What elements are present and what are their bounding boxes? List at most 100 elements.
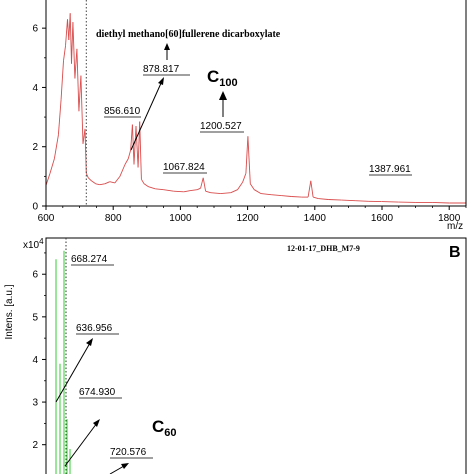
spectrum-segment xyxy=(183,190,191,193)
y-tick-label: 2 xyxy=(32,440,38,451)
spectrum-segment xyxy=(119,164,126,177)
spectrum-segment xyxy=(312,196,319,200)
spectrum-segment xyxy=(71,22,74,64)
x-tick-label: 600 xyxy=(38,213,55,224)
spectrum-segment xyxy=(60,60,64,100)
panel-a-title: diethyl methano[60]fullerene dicarboxyla… xyxy=(96,29,281,40)
peak-label-text: 1200.527 xyxy=(200,121,242,132)
spectrum-segment xyxy=(65,19,68,46)
spectrum-segment xyxy=(133,125,137,165)
panel-a-x-ticks: 600 800 1000 1200 1400 1600 1800 xyxy=(38,206,467,224)
spectrum-segment xyxy=(163,189,174,192)
spectrum-segment xyxy=(137,121,141,168)
y-tick-label: 5 xyxy=(32,312,38,323)
spectrum-segment xyxy=(245,136,249,174)
spectrum-segment xyxy=(80,75,84,144)
spectrum-segment xyxy=(381,201,399,203)
spectrum-segment xyxy=(237,182,243,190)
spectrum-segment xyxy=(49,158,55,174)
x-tick-label: 1000 xyxy=(169,213,192,224)
peak-label-636-956: 636.956 xyxy=(55,323,119,403)
panel-a-y-ticks: 0 2 4 6 xyxy=(32,24,46,213)
panel-b-frame xyxy=(45,237,467,474)
y-tick-label: 3 xyxy=(32,398,38,409)
spectrum-segment xyxy=(281,195,292,197)
panel-b-y-multiplier: x104 xyxy=(23,237,44,251)
spectrum-segment xyxy=(247,136,251,184)
x-tick-label: 800 xyxy=(105,213,122,224)
spectrum-segment xyxy=(109,181,116,184)
spectrum-segment xyxy=(271,194,282,197)
spectrum-segment xyxy=(205,190,211,194)
spectrum-segment xyxy=(91,180,96,185)
peak-label-text: 878.817 xyxy=(143,64,180,75)
spectrum-segment xyxy=(124,158,129,165)
c100-symbol: C xyxy=(207,67,219,86)
peak-label-text: 668.274 xyxy=(71,254,108,265)
y-tick-label: 6 xyxy=(32,270,38,281)
spectrum-segment xyxy=(307,180,312,198)
peak-label-leader xyxy=(55,342,91,403)
y-multiplier-exponent: 4 xyxy=(39,237,44,246)
spectrum-segment xyxy=(74,48,78,79)
spectrum-segment xyxy=(87,177,92,182)
spectrum-segment xyxy=(130,124,133,150)
peak-label-text: 856.610 xyxy=(104,106,141,117)
spectrum-segment xyxy=(202,177,207,192)
c100-annotation: C100 xyxy=(207,67,238,117)
spectrum-segment xyxy=(135,125,139,168)
c100-label: C100 xyxy=(207,67,238,89)
x-tick-label: 1600 xyxy=(371,213,394,224)
y-tick-label: 4 xyxy=(32,355,38,366)
spectrum-segment xyxy=(230,189,238,194)
spectrum-segment xyxy=(53,134,59,159)
spectrum-segment xyxy=(318,198,329,200)
y-multiplier-base: x10 xyxy=(23,240,40,251)
peak-label-arrowhead xyxy=(86,338,93,346)
spectrum-segment xyxy=(45,173,51,186)
c100-arrowhead xyxy=(219,91,227,100)
peak-label-text: 1387.961 xyxy=(369,164,411,175)
spectrum-segment xyxy=(254,189,262,194)
peak-label-1200-527: 1200.527 xyxy=(200,121,244,133)
spectrum-segment xyxy=(355,200,369,202)
peak-label-720-576: 720.576 xyxy=(109,447,153,474)
spectrum-segment xyxy=(57,99,62,135)
c60-symbol: C xyxy=(152,417,164,436)
panel-b-y-ticks: 2 3 4 5 6 xyxy=(32,252,46,451)
peak-label-1067-824: 1067.824 xyxy=(163,162,207,174)
peak-label-leader xyxy=(130,80,163,151)
panel-b-label: B xyxy=(449,244,461,261)
peak-label-674-930: 674.930 xyxy=(64,387,122,467)
y-tick-label: 2 xyxy=(32,142,38,153)
spectrum-segment xyxy=(99,183,105,186)
peak-label-text: 636.956 xyxy=(76,323,113,334)
spectrum-segment xyxy=(148,186,156,190)
y-tick-label: 0 xyxy=(32,202,38,213)
spectrum-segment xyxy=(141,179,145,185)
spectrum-segment xyxy=(69,13,72,64)
spectrum-segment xyxy=(260,193,272,196)
spectrum-segment xyxy=(63,45,66,61)
spectrum-segment xyxy=(155,188,164,191)
spectrum-segment xyxy=(95,183,100,186)
spectrum-segment xyxy=(76,48,80,112)
c100-subscript: 100 xyxy=(219,77,237,89)
spectrum-segment xyxy=(200,177,204,189)
panel-a-x-axis-label: m/z xyxy=(447,221,463,232)
spectrum-segment xyxy=(85,173,89,178)
spectrum-segment xyxy=(114,176,121,184)
spectrum-segment xyxy=(249,183,255,190)
spectrum-segment xyxy=(291,196,302,198)
spectrum-segment xyxy=(210,192,221,195)
peak-label-878-817: 878.817 xyxy=(143,43,190,76)
spectrum-segment xyxy=(72,22,76,79)
peak-label-1387-961: 1387.961 xyxy=(369,164,412,176)
c60-label: C60 xyxy=(152,417,177,439)
spectrum-segment xyxy=(104,181,110,185)
spectrum-segment xyxy=(143,183,149,188)
spectrum-segment xyxy=(190,189,198,192)
peak-label-text: 1067.824 xyxy=(163,162,205,173)
